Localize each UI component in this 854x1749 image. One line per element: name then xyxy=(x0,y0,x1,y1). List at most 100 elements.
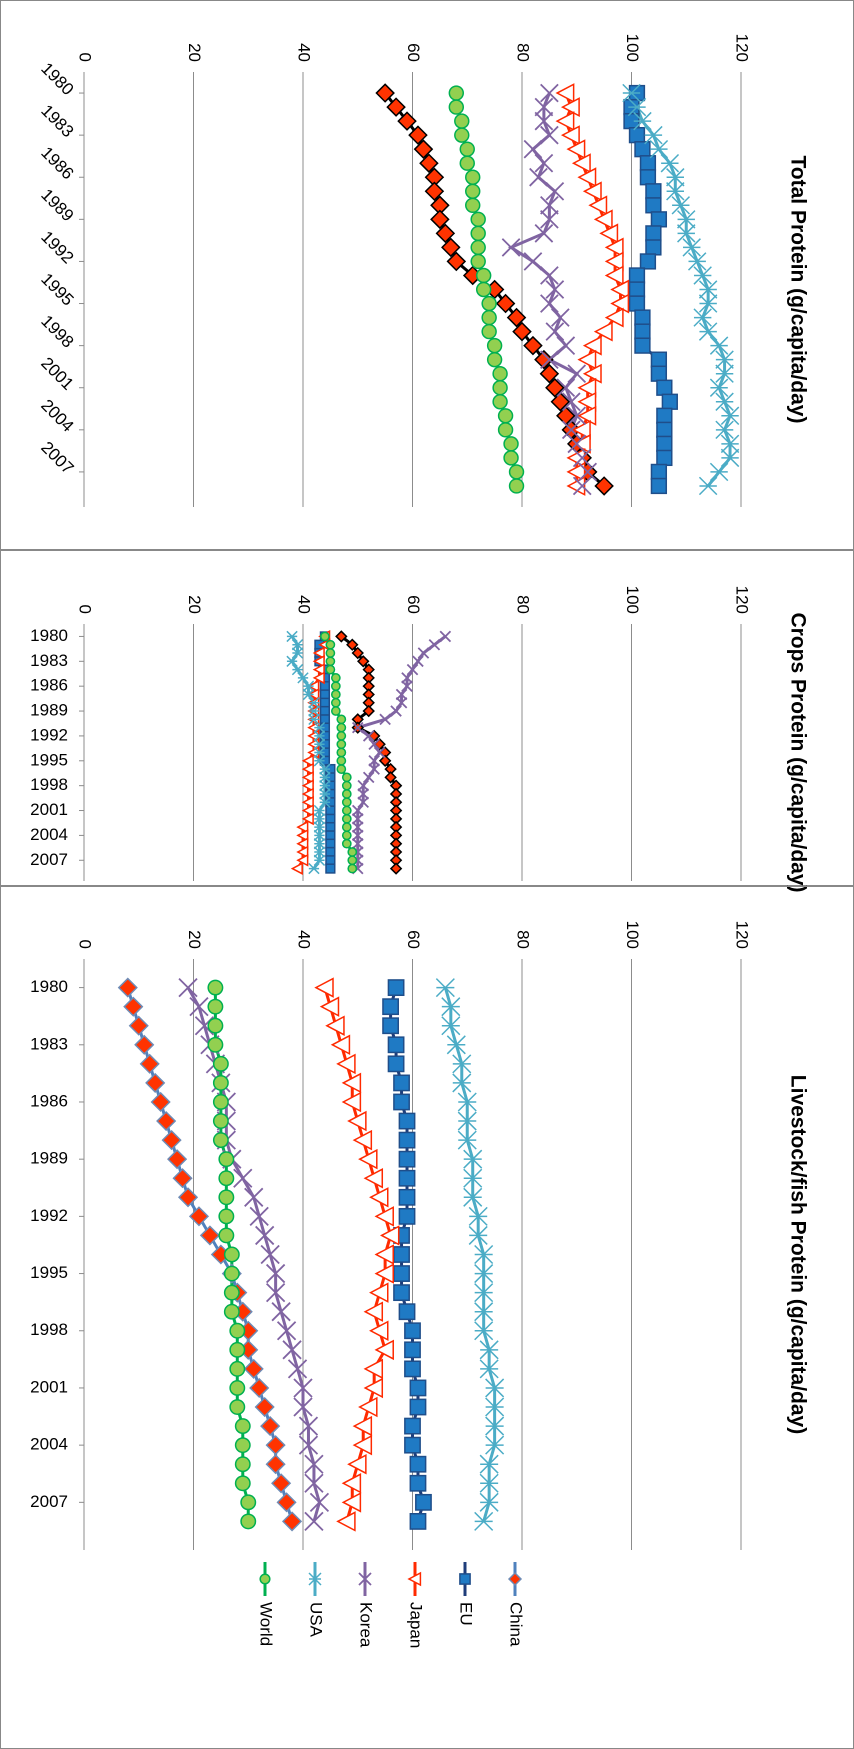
marker xyxy=(454,113,470,129)
marker xyxy=(134,1034,155,1055)
x-tick-label: 1998 xyxy=(37,311,77,351)
marker xyxy=(271,1302,291,1322)
marker xyxy=(351,646,364,660)
marker xyxy=(393,1246,410,1263)
x-tick-label: 1998 xyxy=(30,1320,68,1339)
marker xyxy=(435,978,455,998)
marker xyxy=(301,787,314,801)
marker xyxy=(178,977,198,998)
marker xyxy=(661,393,678,410)
marker xyxy=(650,463,668,481)
marker xyxy=(301,762,314,776)
x-tick-label: 2007 xyxy=(30,1492,68,1511)
marker xyxy=(368,763,380,775)
marker xyxy=(368,755,380,767)
marker xyxy=(398,1112,416,1130)
marker xyxy=(566,139,586,160)
marker xyxy=(362,671,375,685)
marker xyxy=(650,477,668,495)
marker xyxy=(389,796,403,809)
marker xyxy=(336,739,347,750)
y-tick-label: 120 xyxy=(733,34,752,62)
y-tick-label: 0 xyxy=(76,940,95,949)
marker xyxy=(634,323,651,340)
marker xyxy=(389,829,403,842)
marker xyxy=(474,1511,494,1531)
marker xyxy=(463,1168,483,1188)
marker xyxy=(325,639,336,650)
marker xyxy=(485,1397,505,1417)
marker xyxy=(577,377,597,398)
x-tick-label: 1986 xyxy=(30,676,68,695)
marker xyxy=(382,998,399,1016)
marker xyxy=(650,351,668,368)
marker xyxy=(313,854,326,866)
marker xyxy=(243,1358,264,1379)
marker xyxy=(715,350,734,369)
marker xyxy=(474,1283,494,1303)
marker xyxy=(682,238,701,257)
marker xyxy=(128,1015,149,1036)
marker xyxy=(207,1017,224,1034)
marker xyxy=(627,97,647,117)
marker xyxy=(223,1246,240,1263)
marker xyxy=(296,837,309,851)
marker xyxy=(240,1513,257,1530)
marker xyxy=(234,1475,251,1492)
marker xyxy=(379,713,391,726)
marker xyxy=(265,1263,286,1284)
marker xyxy=(341,838,352,849)
marker xyxy=(395,696,408,709)
marker xyxy=(698,476,718,496)
marker xyxy=(369,1187,389,1208)
marker xyxy=(325,1015,345,1036)
marker xyxy=(357,655,370,668)
marker xyxy=(341,780,352,791)
marker xyxy=(145,1072,166,1093)
marker xyxy=(656,407,673,424)
marker xyxy=(319,779,331,792)
x-tick-label: 1995 xyxy=(30,750,68,769)
legend-label: EU xyxy=(457,1602,476,1626)
marker xyxy=(406,663,419,676)
marker xyxy=(645,197,662,214)
legend-marker xyxy=(407,1571,422,1587)
marker xyxy=(656,421,673,438)
marker xyxy=(698,322,718,341)
marker xyxy=(677,224,696,243)
marker xyxy=(430,195,450,216)
marker xyxy=(545,322,565,341)
marker xyxy=(481,309,497,326)
marker xyxy=(212,1094,229,1110)
marker xyxy=(439,630,452,643)
y-tick-label: 20 xyxy=(185,595,204,614)
marker xyxy=(457,1092,477,1112)
marker xyxy=(540,350,559,369)
x-tick-label: 1989 xyxy=(37,185,77,225)
marker xyxy=(593,321,613,342)
marker xyxy=(341,1492,362,1513)
marker xyxy=(468,1225,488,1245)
marker xyxy=(387,979,405,996)
marker xyxy=(298,1416,319,1436)
marker xyxy=(325,830,336,841)
marker xyxy=(398,1207,416,1225)
marker xyxy=(555,111,575,132)
marker xyxy=(358,1396,378,1418)
marker xyxy=(255,1225,275,1246)
marker xyxy=(604,307,624,328)
marker xyxy=(534,97,554,117)
marker xyxy=(351,713,364,726)
marker xyxy=(325,805,336,816)
marker xyxy=(582,181,602,202)
marker xyxy=(398,1169,416,1187)
marker xyxy=(393,1074,410,1092)
marker xyxy=(470,239,486,256)
marker xyxy=(567,434,587,454)
marker xyxy=(341,813,352,824)
marker xyxy=(319,681,331,692)
marker xyxy=(341,830,352,841)
panel-frame xyxy=(0,550,854,886)
marker xyxy=(382,1017,399,1035)
